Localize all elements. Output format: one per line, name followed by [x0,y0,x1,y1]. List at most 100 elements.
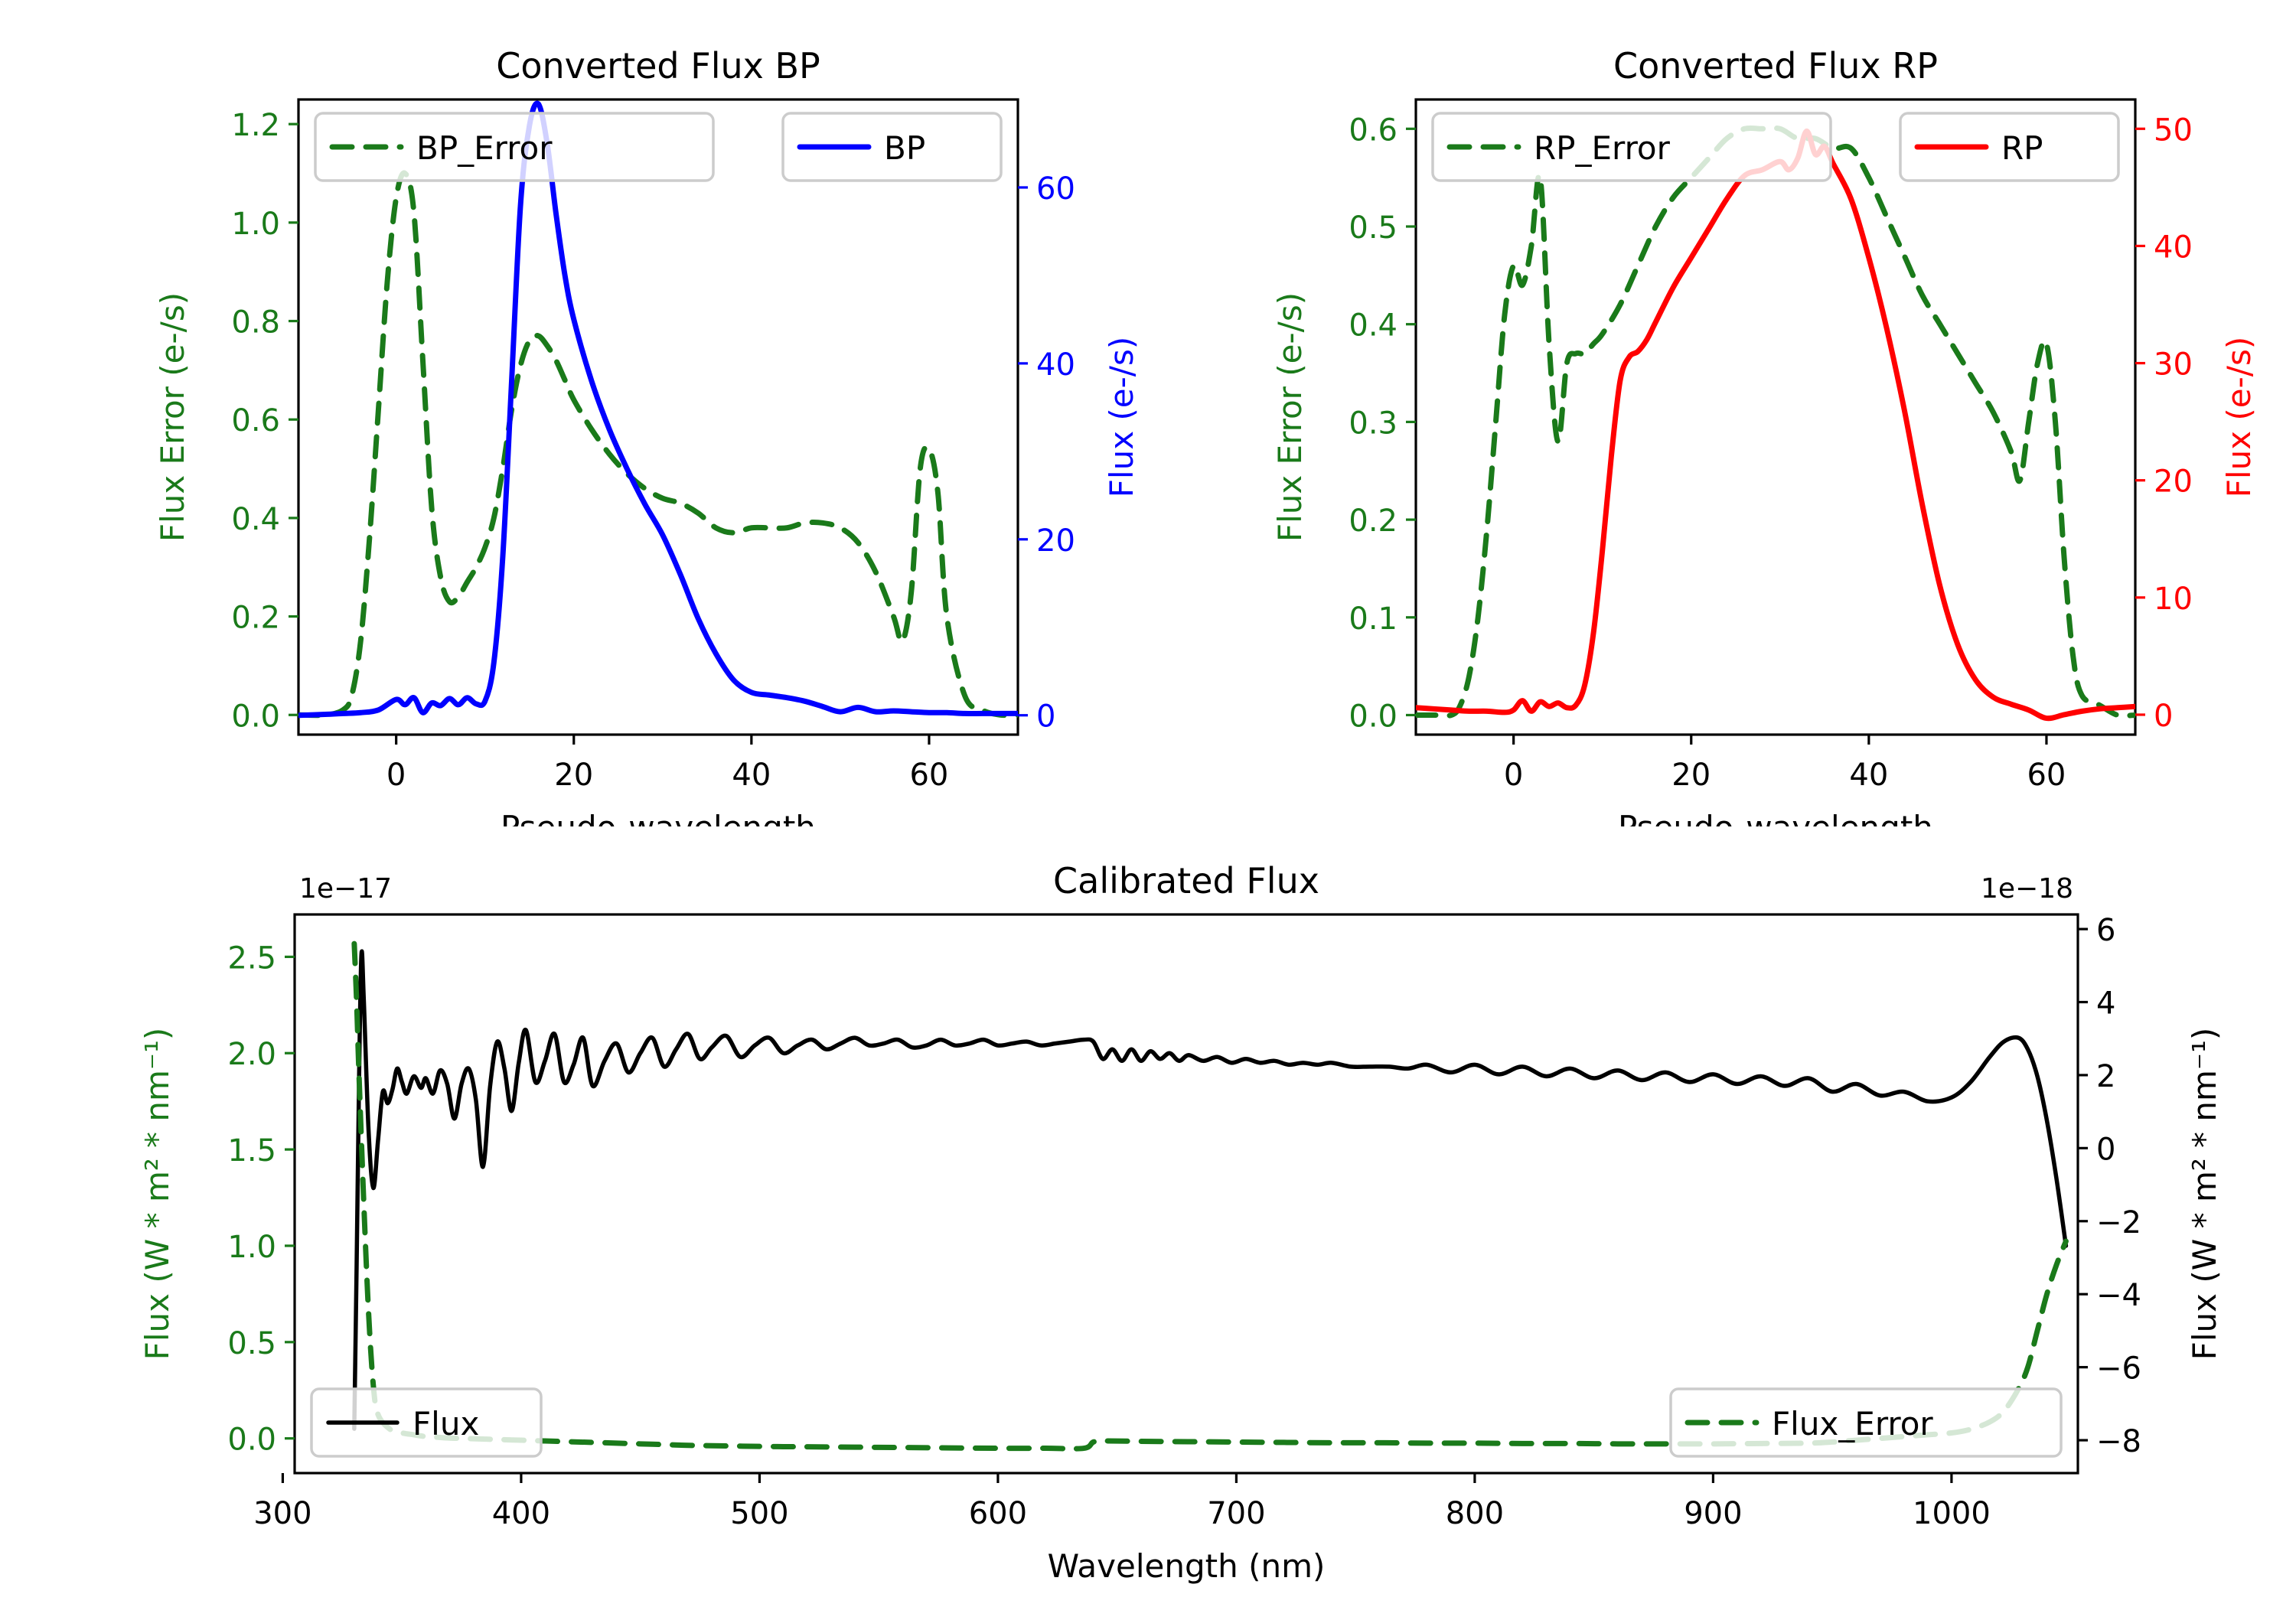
y-tick-right-label: −4 [2096,1278,2141,1313]
y-tick-left-label: 1.5 [227,1133,276,1169]
legend-right-box[interactable] [781,112,1003,182]
plot-frame [1414,98,2137,736]
x-tick-label: 700 [1207,1496,1265,1531]
legend-left-label: BP_Error [416,129,553,167]
y-tick-right-label: 40 [2154,230,2193,265]
x-tick-label: 1000 [1913,1496,1991,1531]
y-tick-right-label: 20 [2154,464,2193,500]
plot-frame [293,913,2079,1475]
series-flux [352,949,2069,1431]
y-tick-left-label: 0.4 [1349,308,1397,344]
panel-calibrated-flux: Calibrated Flux 1e−17 1e−18 300 400 500 600 700… [139,860,2223,1585]
plot-area [351,940,2069,1452]
panel-converted-flux-bp: Converted Flux BP 0 20 40 60 Pseudo-wavelengt… [154,45,1140,826]
legend-right[interactable]: RP [1899,112,2120,182]
legend-left[interactable]: Flux [310,1387,543,1458]
left-axis-offset-label: 1e−17 [299,873,392,905]
legend-left[interactable]: BP_Error [314,112,715,182]
y-tick-left-label: 0.4 [231,502,280,537]
x-axis-label: Pseudo-wavelength [1618,809,1933,826]
y-tick-right-label: 2 [2096,1059,2115,1094]
y-axis-label-left: Flux (W * m² * nm⁻¹) [139,1028,176,1361]
y-tick-right-label: 60 [1036,171,1075,207]
y-tick-left-label: 0.8 [231,305,280,341]
y-tick-left-label: 0.3 [1349,406,1397,441]
x-tick-label: 40 [732,758,771,793]
x-tick-label: 500 [730,1496,788,1531]
series-bp [298,100,1018,719]
y-tick-right-label: 40 [1036,347,1075,383]
y-tick-left-label: 0.6 [231,403,280,438]
x-axis-label: Wavelength (nm) [1048,1547,1326,1585]
legend-right-label: Flux_Error [1772,1405,1933,1442]
panel-title: Calibrated Flux [1053,860,1319,901]
legend-left-box[interactable] [1431,112,1832,182]
series-rp [1416,128,2135,722]
x-tick-label: 20 [554,758,593,793]
x-tick-label: 0 [1504,758,1523,793]
y-axis-label-right: Flux (e-/s) [2220,337,2258,497]
y-tick-left-label: 0.1 [1349,601,1397,637]
x-tick-label: 60 [2027,758,2066,793]
y-tick-left-label: 0.2 [231,601,280,636]
y-tick-left-label: 0.5 [227,1326,276,1361]
plot-area [1416,125,2135,722]
legend-left[interactable]: RP_Error [1431,112,1832,182]
legend-left-box[interactable] [314,112,715,182]
y-tick-right-label: 30 [2154,347,2193,383]
y-tick-left-label: 0.2 [1349,504,1397,539]
y-tick-left-label: 0.0 [231,699,280,734]
y-tick-left-label: 0.5 [1349,210,1397,246]
y-tick-right-label: −6 [2096,1351,2141,1387]
right-axis-offset-label: 1e−18 [1981,873,2073,905]
x-tick-label: 400 [492,1496,550,1531]
legend-left-box[interactable] [310,1387,543,1458]
legend-right-box[interactable] [1899,112,2120,182]
legend-right[interactable]: Flux_Error [1669,1387,2063,1458]
legend-right-label: BP [884,129,925,167]
plot-frame [297,98,1019,736]
y-tick-right-label: 4 [2096,986,2115,1022]
x-tick-label: 600 [969,1496,1027,1531]
y-axis-label-right: Flux (e-/s) [1103,337,1140,497]
plot-area [298,100,1018,719]
x-tick-label: 800 [1446,1496,1504,1531]
y-tick-right-label: 20 [1036,523,1075,559]
y-tick-right-label: −2 [2096,1205,2141,1240]
x-tick-label: 300 [253,1496,311,1531]
x-axis-label: Pseudo-wavelength [501,809,816,826]
y-tick-left-label: 0.0 [227,1423,276,1458]
y-tick-right-label: 10 [2154,582,2193,617]
y-tick-right-label: −8 [2096,1424,2141,1459]
y-tick-left-label: 2.5 [227,940,276,976]
legend-right[interactable]: BP [781,112,1003,182]
x-tick-label: 900 [1684,1496,1742,1531]
y-tick-right-label: 0 [1036,699,1055,735]
panel-title: Converted Flux RP [1613,45,1938,86]
y-tick-left-label: 1.0 [227,1230,276,1265]
x-tick-label: 0 [386,758,406,793]
legend-left-label: RP_Error [1534,129,1671,167]
x-tick-label: 60 [909,758,948,793]
legend-right-label: RP [2001,129,2043,167]
y-axis-label-right: Flux (W * m² * nm⁻¹) [2186,1028,2223,1361]
y-tick-left-label: 2.0 [227,1037,276,1072]
series-rp_error [1416,125,2135,719]
panel-title: Converted Flux BP [496,45,820,86]
x-tick-label: 40 [1849,758,1888,793]
y-axis-label-left: Flux Error (e-/s) [1271,292,1309,542]
y-tick-right-label: 50 [2154,112,2193,148]
y-tick-right-label: 6 [2096,913,2115,948]
legend-right-box[interactable] [1669,1387,2063,1458]
y-tick-right-label: 0 [2154,699,2173,734]
legend-left-label: Flux [413,1405,479,1442]
y-axis-label-left: Flux Error (e-/s) [154,292,191,542]
series-bp_error [298,170,1018,719]
y-tick-left-label: 0.0 [1349,699,1397,734]
x-tick-label: 20 [1671,758,1711,793]
y-tick-left-label: 1.2 [231,108,280,143]
y-tick-right-label: 0 [2096,1132,2115,1167]
y-tick-left-label: 0.6 [1349,112,1397,148]
y-tick-left-label: 1.0 [231,207,280,242]
